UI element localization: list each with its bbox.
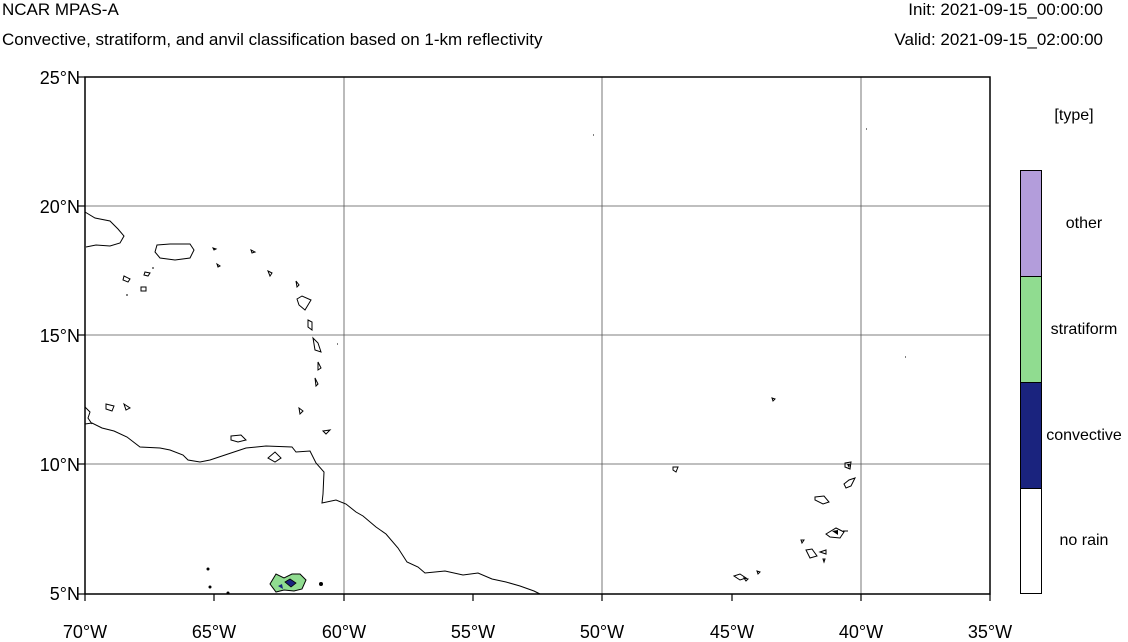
lon-label-35w: 35°W [967,622,1013,642]
lat-label-5n: 5°N [49,584,80,604]
map-title: NCAR MPAS-A [2,0,119,19]
colorbar-box-convective [1020,382,1042,489]
lat-label-15n: 15°N [39,326,80,346]
legend-label-other: other [1065,215,1103,232]
lon-label-50w: 50°W [579,622,625,642]
valid-time: Valid: 2021-09-15_02:00:00 [894,30,1103,49]
map-subtitle: Convective, stratiform, and anvil classi… [2,30,543,49]
lat-label-10n: 10°N [39,455,80,475]
map-frame [84,76,991,595]
lon-label-55w: 55°W [450,622,496,642]
lon-label-65w: 65°W [191,622,237,642]
lon-label-45w: 45°W [709,622,755,642]
map-gridlines [85,77,990,594]
jamaica-coast [154,243,195,261]
precip-features [206,567,323,595]
south-america-coast [84,422,541,595]
axis-ticks [78,76,991,601]
colorbar-box-other [1020,170,1042,277]
lat-label-25n: 25°N [39,68,80,88]
lon-label-70w: 70°W [62,622,108,642]
init-time: Init: 2021-09-15_00:00:00 [908,0,1103,19]
hispaniola-coast [84,211,125,248]
eastern-features-fill [832,464,850,535]
lon-label-40w: 40°W [838,622,884,642]
lon-label-60w: 60°W [321,622,367,642]
eastern-features [337,128,906,582]
legend-title: [type] [1054,107,1094,124]
legend-label-stratiform: stratiform [1050,321,1118,338]
convective-core [284,578,297,588]
legend-label-convective: convective [1046,427,1122,444]
lat-label-20n: 20°N [39,197,80,217]
colorbar-box-stratiform [1020,276,1042,383]
venezuela-north-coast [84,406,93,425]
legend-label-no-rain: no rain [1059,532,1109,549]
colorbar-box-no-rain [1020,488,1042,594]
coastlines [84,211,541,595]
